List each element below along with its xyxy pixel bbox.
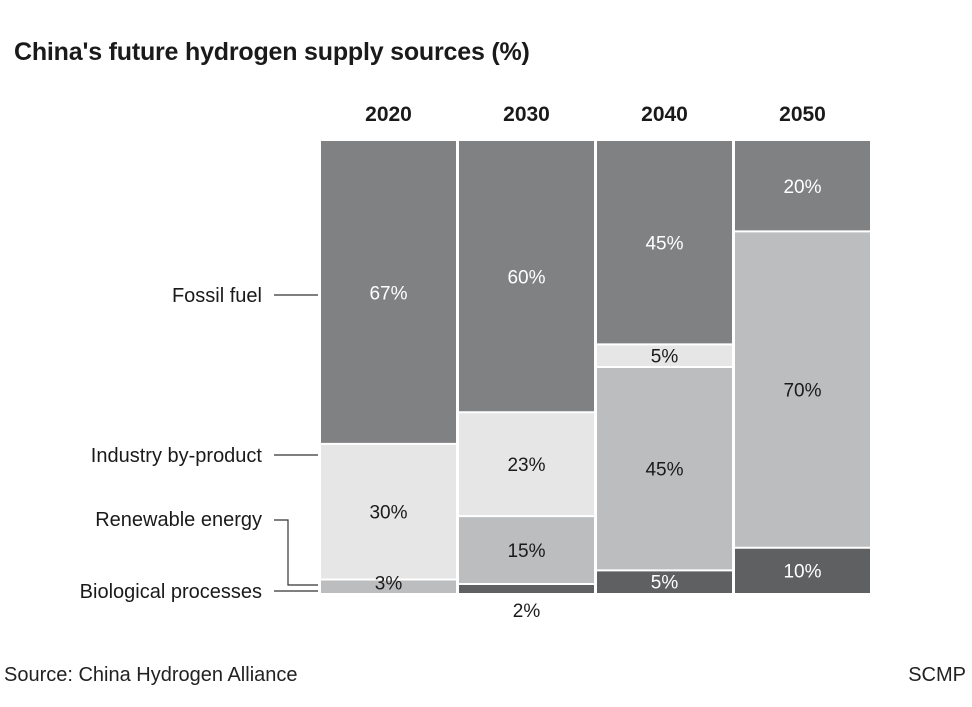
year-label-2050: 2050 [779, 103, 826, 126]
bar-segments [321, 141, 870, 593]
legend-label-fossil-fuel: Fossil fuel [172, 285, 262, 307]
segment-renewable-energy-2040 [597, 367, 732, 571]
segment-biological-processes-2050 [735, 547, 870, 593]
legend-label-industry-by-product: Industry by-product [91, 445, 263, 467]
segment-biological-processes-2030 [459, 583, 594, 593]
segment-fossil-fuel-2030 [459, 141, 594, 413]
year-labels: 2020 2030 2040 2050 [365, 103, 826, 126]
segment-biological-processes-2040 [597, 570, 732, 593]
segment-fossil-fuel-2020 [321, 141, 456, 444]
value-label-industry-by-product-2030: 23% [507, 455, 545, 476]
segment-fossil-fuel-2050 [735, 141, 870, 232]
year-label-2030: 2030 [503, 103, 550, 126]
legend-leader-renewable-energy [274, 519, 318, 586]
chart-title: China's future hydrogen supply sources (… [14, 38, 530, 66]
segment-renewable-energy-2030 [459, 516, 594, 584]
source-note: Source: China Hydrogen Alliance [4, 664, 298, 686]
value-label-biological-processes-2040: 5% [651, 573, 679, 594]
value-label-fossil-fuel-2030: 60% [507, 268, 545, 289]
value-label-renewable-energy-2020: 3% [375, 573, 403, 594]
value-label-industry-by-product-2040: 5% [651, 347, 679, 368]
segment-industry-by-product-2020 [321, 443, 456, 580]
segment-industry-by-product-2030 [459, 412, 594, 517]
value-label-renewable-energy-2050: 70% [783, 381, 821, 402]
segment-fossil-fuel-2040 [597, 141, 732, 345]
value-label-fossil-fuel-2020: 67% [369, 283, 407, 304]
segment-labels: 3% 30% 67% 2% 15% 23% 60% 5% 45% 5% 45% 10% 70% 20% [369, 177, 821, 622]
credit-logo: SCMP [908, 664, 966, 686]
legend: Fossil fuel Industry by-product Renewable … [80, 285, 318, 603]
segment-renewable-energy-2050 [735, 231, 870, 548]
value-label-fossil-fuel-2050: 20% [783, 177, 821, 198]
value-label-fossil-fuel-2040: 45% [645, 234, 683, 255]
legend-label-renewable-energy: Renewable energy [95, 509, 262, 531]
segment-renewable-energy-2020 [321, 579, 456, 593]
value-label-renewable-energy-2030: 15% [507, 541, 545, 562]
value-label-biological-processes-2030: 2% [513, 601, 541, 622]
legend-label-biological-processes: Biological processes [80, 581, 262, 603]
value-label-biological-processes-2050: 10% [783, 561, 821, 582]
value-label-renewable-energy-2040: 45% [645, 460, 683, 481]
year-label-2020: 2020 [365, 103, 412, 126]
value-label-industry-by-product-2020: 30% [369, 503, 407, 524]
segment-industry-by-product-2040 [597, 344, 732, 367]
year-label-2040: 2040 [641, 103, 688, 126]
